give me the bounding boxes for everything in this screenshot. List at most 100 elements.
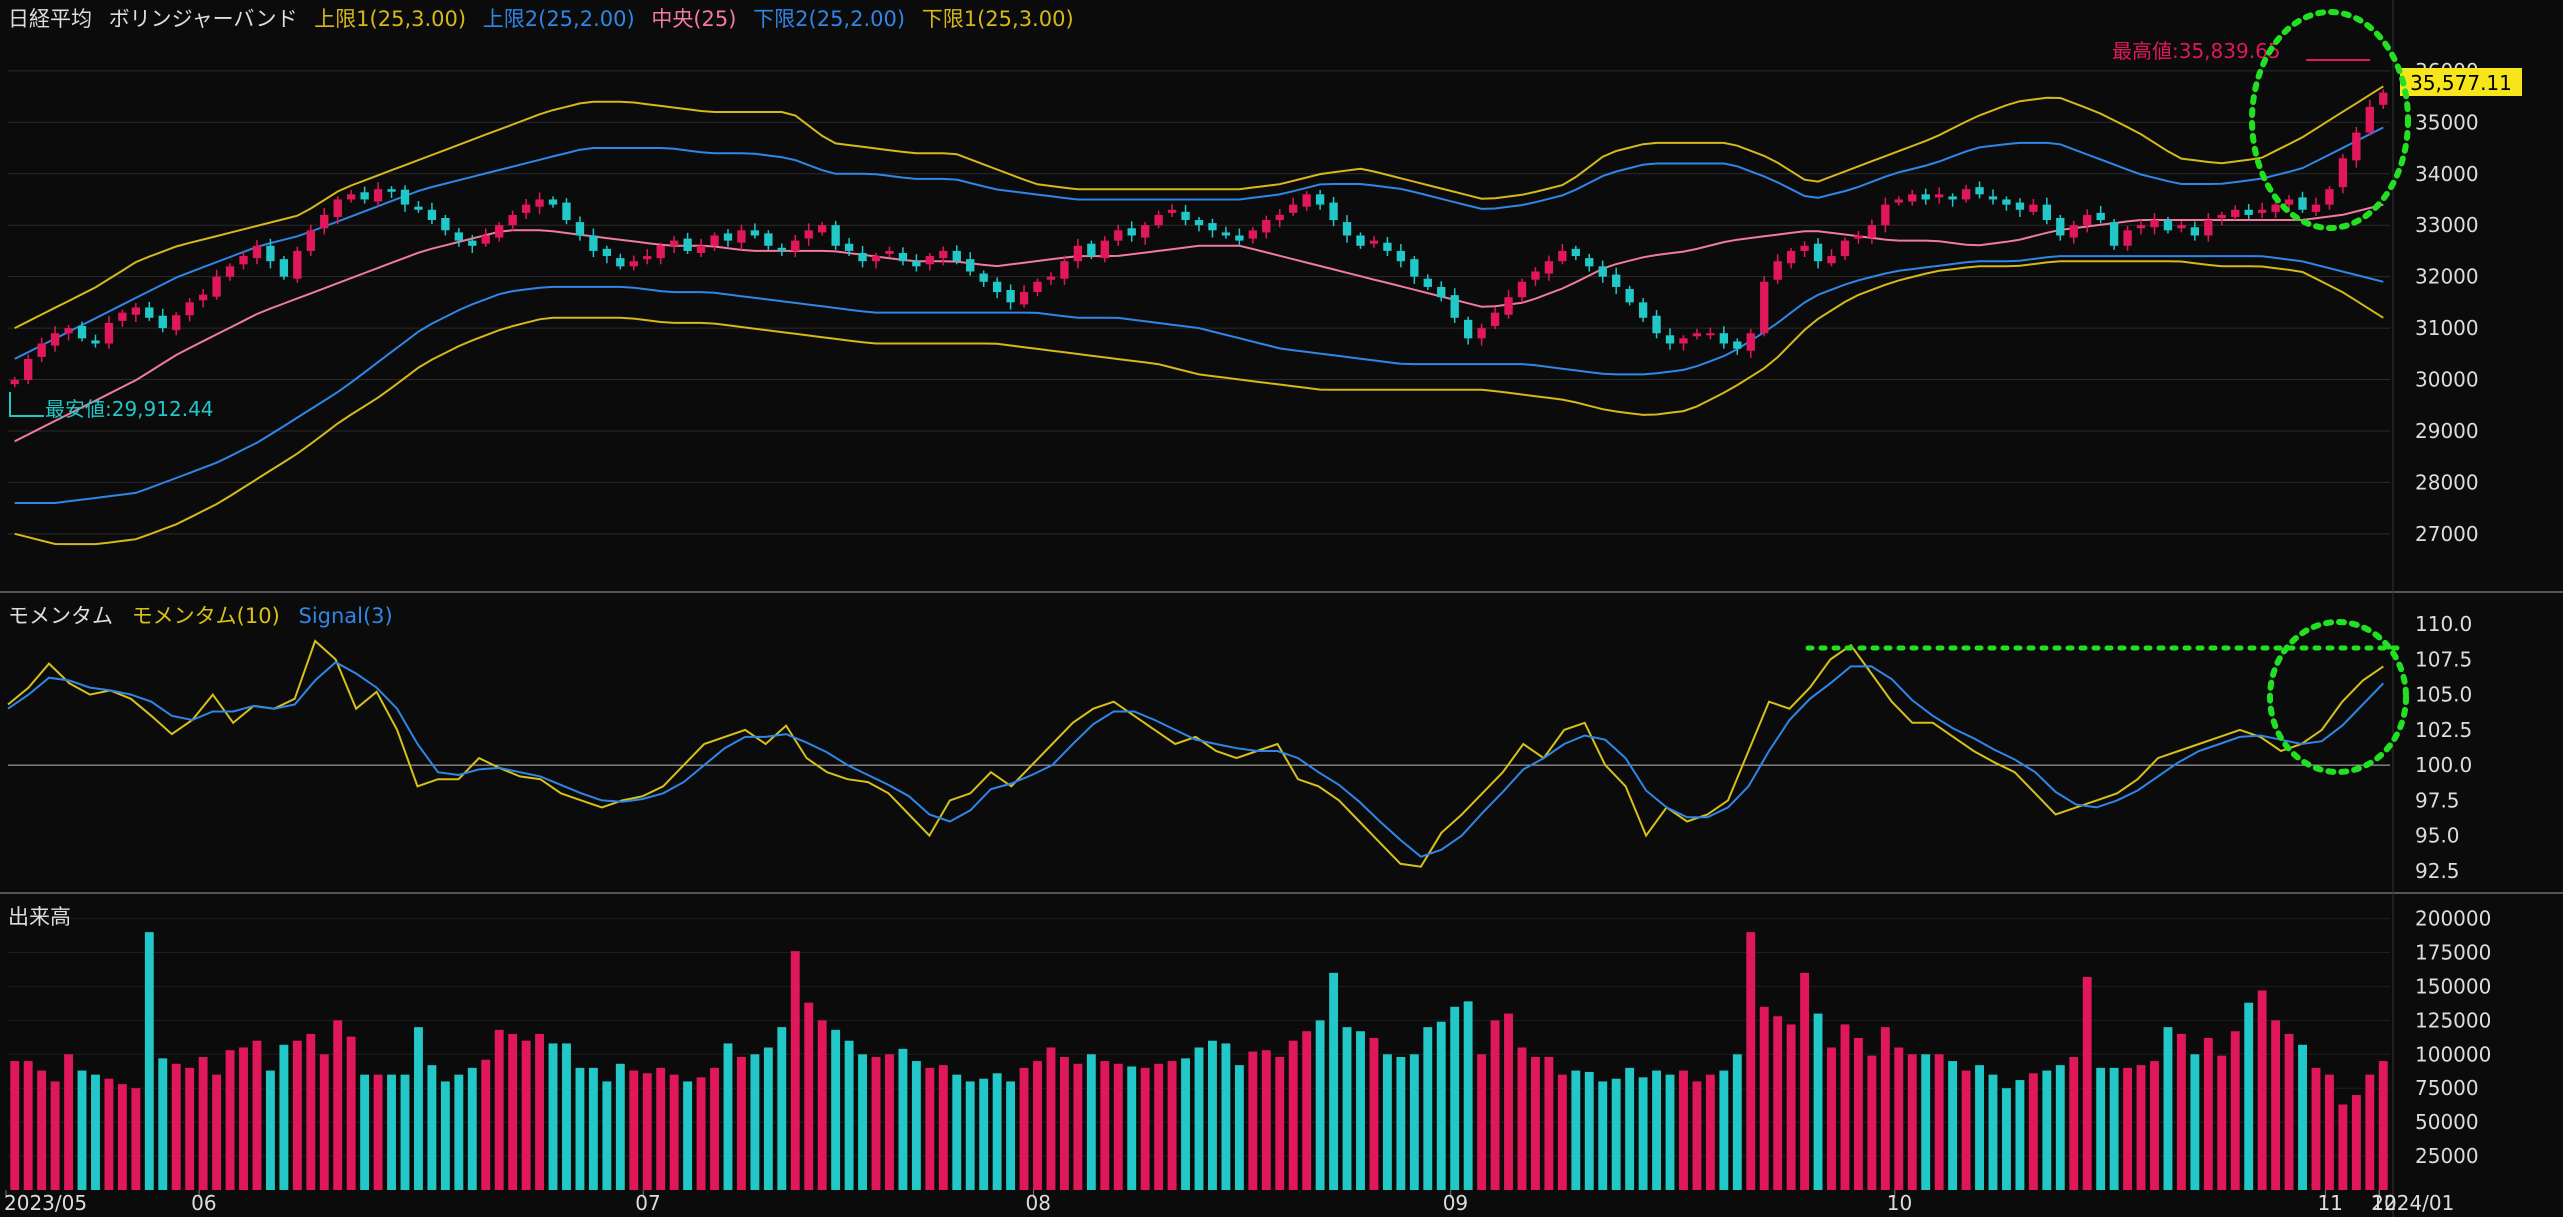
candle-body (1396, 250, 1406, 262)
candle-body (1342, 222, 1352, 236)
volume-bar (64, 1054, 74, 1190)
volume-bar (171, 1063, 181, 1190)
volume-bar (144, 932, 154, 1190)
candle-body (508, 214, 517, 226)
volume-bar (1786, 1024, 1796, 1190)
candle-body (710, 235, 719, 246)
volume-bar (1208, 1040, 1217, 1190)
candle-body (77, 326, 87, 339)
candle-body (2325, 189, 2334, 205)
volume-bar (2257, 990, 2267, 1190)
legend-signal: Signal(3) (298, 604, 392, 628)
candle-body (1773, 261, 1782, 280)
candle-body (387, 189, 396, 192)
volume-bar (2217, 1055, 2227, 1190)
volume-bar (104, 1078, 114, 1190)
volume-bar (1450, 1006, 1460, 1190)
candle-body (791, 240, 800, 251)
candle-body (212, 276, 221, 297)
candle-body (2338, 158, 2348, 188)
volume-bar (1907, 1054, 1917, 1190)
candle-body (737, 230, 746, 243)
price-tick-label: 34000 (2415, 162, 2479, 186)
volume-bar (736, 1057, 746, 1190)
candle-body (2163, 220, 2173, 231)
volume-bar (2244, 1002, 2254, 1190)
volume-bar (1059, 1057, 1069, 1190)
candle-body (871, 256, 881, 262)
candle-body (2056, 217, 2065, 236)
header-line: 日経平均 ボリンジャーバンド 上限1(25,3.00) 上限2(25,2.00)… (8, 7, 1074, 31)
candle-body (2284, 199, 2294, 205)
volume-bar (494, 1029, 504, 1190)
candle-body (1100, 240, 1109, 259)
candle-body (346, 194, 356, 200)
volume-bar (2338, 1104, 2348, 1190)
candle-body (2379, 92, 2388, 105)
volume-bar (1611, 1078, 1621, 1190)
candle-body (2042, 204, 2052, 221)
volume-bar (1840, 1024, 1850, 1190)
volume-bar (252, 1040, 262, 1190)
candle-body (1544, 261, 1554, 274)
signal-line (7, 660, 2385, 858)
volume-bar (777, 1027, 787, 1190)
volume-bar (225, 1050, 235, 1190)
candle-body (1060, 261, 1069, 279)
band-middle (14, 203, 2384, 443)
volume-bar (481, 1059, 491, 1190)
volume-bar (1248, 1051, 1258, 1190)
price-tick-label: 27000 (2415, 522, 2479, 546)
volume-bar (1221, 1043, 1231, 1190)
momentum-tick-label: 95.0 (2415, 824, 2460, 848)
volume-bar (844, 1040, 854, 1190)
volume-bar (1356, 1031, 1365, 1190)
candle-body (1437, 286, 1446, 298)
candle-body (2204, 220, 2213, 236)
candle-body (252, 245, 262, 259)
candle-body (1073, 245, 1083, 262)
candle-body (2217, 214, 2226, 218)
legend-upper2: 上限2(25,2.00) (483, 7, 635, 31)
volume-bar (360, 1074, 370, 1190)
volume-bar (265, 1070, 275, 1190)
volume-tick-label: 125000 (2415, 1008, 2491, 1032)
candle-body (24, 358, 33, 381)
candle-body (925, 256, 935, 265)
last-price-tag (2400, 68, 2522, 96)
volume-bar (1154, 1063, 1164, 1190)
volume-bar (885, 1054, 894, 1190)
candle-body (2109, 222, 2119, 246)
candle-body (589, 235, 598, 251)
momentum-tick-label: 110.0 (2415, 612, 2472, 636)
candle-body (1975, 187, 1984, 195)
volume-bar (2042, 1070, 2052, 1190)
volume-bar (696, 1077, 706, 1190)
candle-body (1221, 232, 1231, 236)
candle-body (1934, 194, 1944, 198)
price-tick-label: 32000 (2415, 265, 2479, 289)
candle-body (966, 259, 975, 272)
candle-body (1046, 276, 1056, 280)
momentum-panel (7, 639, 2390, 868)
volume-bar (683, 1081, 693, 1190)
volume-bar (1813, 1013, 1823, 1190)
volume-bar (710, 1067, 719, 1190)
candle-body (145, 307, 154, 318)
volume-bar (588, 1067, 598, 1190)
candle-body (2096, 212, 2105, 221)
volume-bar (1719, 1070, 1729, 1190)
volume-bar (1773, 1016, 1783, 1190)
candle-body (50, 333, 60, 346)
candle-body (1302, 194, 1311, 207)
candle-body (1719, 333, 1729, 344)
candle-body (1490, 312, 1500, 327)
volume-bar (2109, 1067, 2119, 1190)
candle-body (1167, 209, 1177, 213)
candle-body (1275, 214, 1284, 221)
volume-bar (279, 1044, 289, 1190)
candle-body (185, 302, 194, 316)
candle-body (2298, 197, 2307, 210)
volume-tick-label: 200000 (2415, 907, 2491, 931)
